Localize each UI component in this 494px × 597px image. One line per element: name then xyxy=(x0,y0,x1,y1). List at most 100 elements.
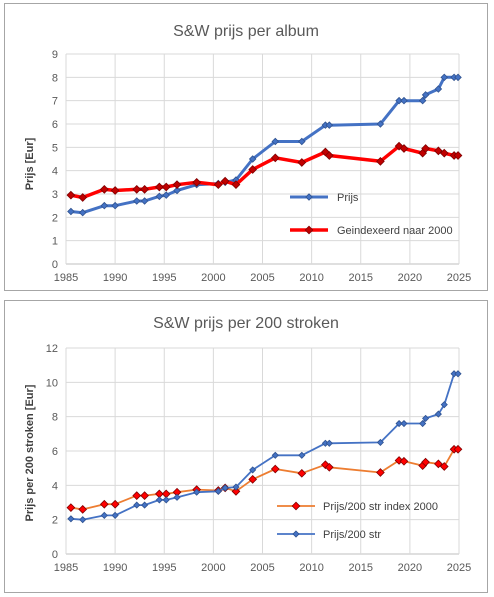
data-point xyxy=(78,193,88,202)
y-tick-label: 0 xyxy=(52,259,58,271)
x-tick-label: 1985 xyxy=(54,272,78,284)
data-point xyxy=(248,165,258,174)
gridlines xyxy=(65,53,460,265)
series-2 xyxy=(67,370,462,524)
data-point xyxy=(66,190,76,200)
legend-swatch-marker xyxy=(291,501,301,511)
data-point xyxy=(399,144,409,153)
data-point xyxy=(271,451,279,459)
data-point xyxy=(439,462,449,471)
data-point xyxy=(133,501,141,509)
y-tick-label: 1 xyxy=(52,236,58,248)
data-point xyxy=(395,419,403,428)
x-tick-label: 2020 xyxy=(398,562,422,574)
data-point xyxy=(67,207,75,216)
series-2 xyxy=(66,141,463,202)
x-tick-label: 2005 xyxy=(250,272,274,284)
data-point xyxy=(132,184,142,194)
data-point xyxy=(271,137,280,146)
x-tick-label: 2005 xyxy=(250,562,274,574)
data-point xyxy=(325,439,333,447)
y-tick-label: 6 xyxy=(52,119,58,131)
data-point xyxy=(231,486,241,496)
data-point xyxy=(421,144,430,153)
data-point xyxy=(454,370,462,378)
x-tick-label: 2015 xyxy=(349,272,373,284)
gridlines xyxy=(65,347,460,555)
legend-label: Geindexeerd naar 2000 xyxy=(337,225,453,237)
x-tick-label: 2010 xyxy=(299,562,323,574)
series-1 xyxy=(66,444,463,514)
data-point xyxy=(297,468,307,478)
data-point xyxy=(111,201,119,210)
data-point xyxy=(140,184,149,194)
data-point xyxy=(110,499,120,509)
data-point xyxy=(395,96,403,105)
data-point xyxy=(141,501,149,509)
series-1 xyxy=(67,73,462,217)
x-tick-label: 1985 xyxy=(54,562,78,574)
y-tick-label: 2 xyxy=(52,212,58,224)
data-point xyxy=(434,459,443,469)
data-point xyxy=(79,516,87,524)
legend-swatch-marker xyxy=(304,225,314,235)
y-tick-label: 7 xyxy=(52,96,58,108)
x-tick-label: 2015 xyxy=(349,562,373,574)
legend-swatch-marker xyxy=(292,530,300,538)
x-tick-label: 2020 xyxy=(398,272,422,284)
data-point xyxy=(421,91,430,99)
data-point xyxy=(173,493,181,501)
data-point xyxy=(434,85,443,93)
data-point xyxy=(400,419,408,428)
data-point xyxy=(325,121,334,129)
data-point xyxy=(324,151,334,160)
data-point xyxy=(140,491,149,500)
x-tick-label: 2000 xyxy=(201,562,225,574)
data-point xyxy=(422,414,430,422)
data-point xyxy=(399,456,409,466)
data-point xyxy=(440,73,449,82)
data-point xyxy=(99,184,109,194)
chart-album-price: S&W prijs per album Prijs [Eur] 0 1 2 3 4 5 6 7… xyxy=(24,23,471,284)
data-point xyxy=(248,155,257,163)
data-point xyxy=(193,488,201,496)
data-point xyxy=(418,96,427,105)
data-point xyxy=(161,182,171,192)
data-point xyxy=(434,146,443,156)
data-point xyxy=(172,180,182,190)
data-point xyxy=(439,148,449,158)
data-point xyxy=(111,511,119,519)
y-tick-label: 12 xyxy=(46,343,58,355)
data-point xyxy=(453,444,463,454)
data-point xyxy=(78,208,87,217)
legend-swatch-marker xyxy=(305,193,313,201)
y-tick-label: 6 xyxy=(52,446,58,458)
data-point xyxy=(298,451,306,459)
x-tick-label: 1995 xyxy=(152,272,176,284)
data-point xyxy=(155,496,163,504)
x-tick-label: 2025 xyxy=(447,562,471,574)
data-point xyxy=(231,180,241,190)
x-tick-label: 1995 xyxy=(152,562,176,574)
legend-label: Prijs xyxy=(337,192,359,204)
data-point xyxy=(162,496,170,504)
data-point xyxy=(453,151,463,160)
data-point xyxy=(100,511,108,519)
legend: Prijs/200 str index 2000 Prijs/200 str xyxy=(277,501,438,541)
y-tick-label: 2 xyxy=(52,515,58,527)
y-tick-label: 10 xyxy=(46,377,58,389)
data-point xyxy=(214,487,222,495)
data-point xyxy=(66,503,76,513)
x-tick-label: 2010 xyxy=(299,272,323,284)
y-tick-label: 5 xyxy=(52,142,58,154)
legend-label: Prijs/200 str xyxy=(323,529,381,541)
y-tick-label: 4 xyxy=(52,166,58,178)
data-point xyxy=(270,464,280,474)
data-point xyxy=(221,484,229,492)
y-axis-label: Prijs [Eur] xyxy=(24,137,36,190)
data-point xyxy=(376,468,385,477)
y-tick-label: 3 xyxy=(52,189,58,201)
data-point xyxy=(192,177,202,187)
x-tick-label: 2025 xyxy=(447,272,471,284)
data-point xyxy=(297,158,307,167)
